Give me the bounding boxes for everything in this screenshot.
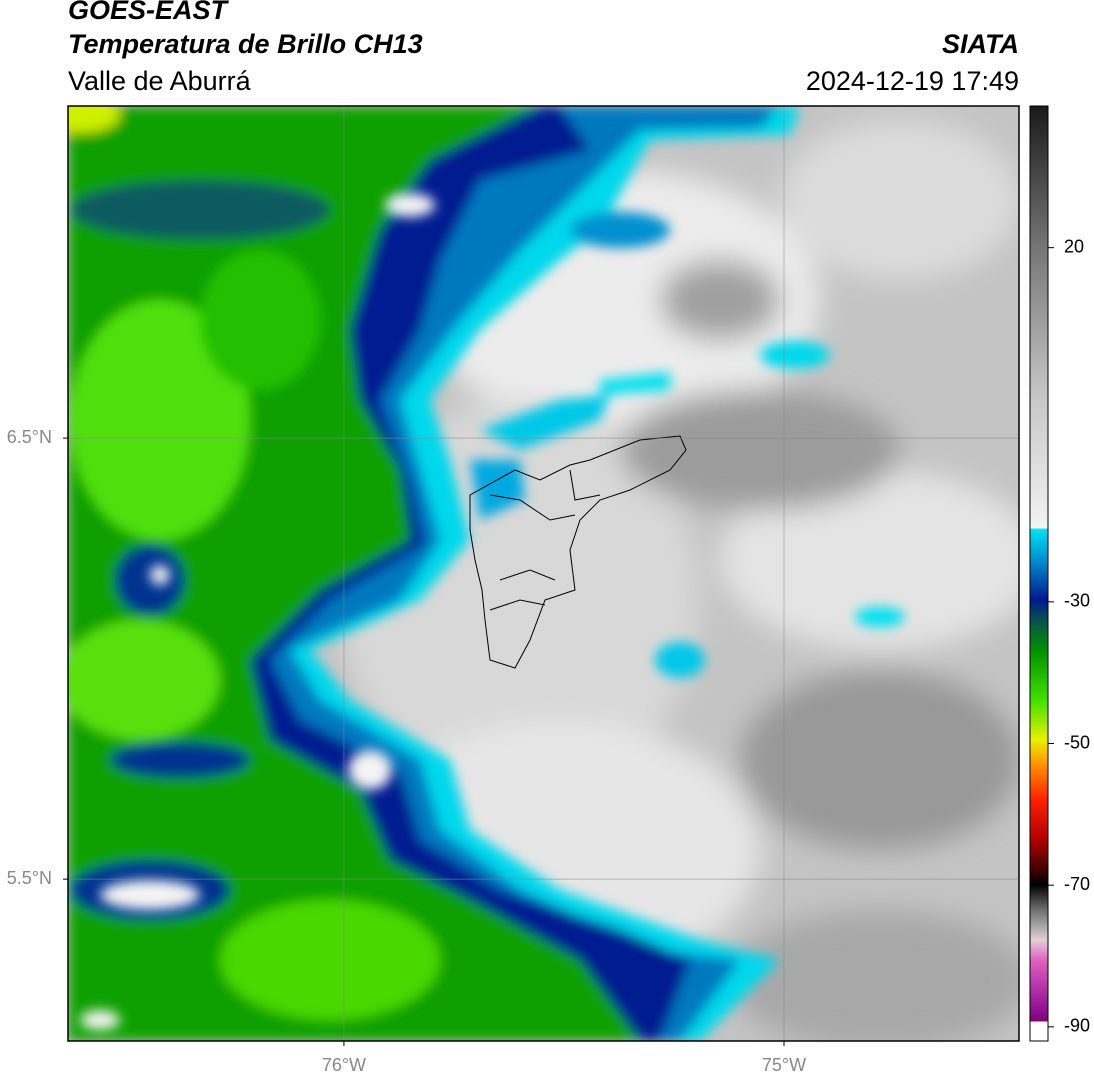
y-tick-label: 6.5°N bbox=[7, 427, 52, 447]
x-tick-label: 75°W bbox=[762, 1055, 806, 1075]
satellite-image bbox=[68, 106, 1019, 1041]
municipal-boundaries bbox=[469, 435, 687, 669]
colorbar-tick-label: -90 bbox=[1064, 1016, 1090, 1036]
colorbar bbox=[1029, 105, 1049, 1042]
x-tick-label: 76°W bbox=[322, 1055, 366, 1075]
y-tick-label: 5.5°N bbox=[7, 868, 52, 888]
colorbar-tick-label: 20 bbox=[1064, 236, 1084, 256]
colorbar-tick-label: -50 bbox=[1064, 732, 1090, 752]
source: SIATA bbox=[942, 29, 1019, 59]
title: GOES-EAST bbox=[68, 0, 230, 25]
colorbar-tick-label: -70 bbox=[1064, 874, 1090, 894]
colorbar-tick-label: -30 bbox=[1064, 591, 1090, 611]
map-frame bbox=[67, 105, 1020, 1042]
region: Valle de Aburrá bbox=[68, 66, 252, 96]
datetime: 2024-12-19 17:49 bbox=[806, 66, 1019, 96]
grid bbox=[68, 106, 1019, 1041]
subtitle: Temperatura de Brillo CH13 bbox=[68, 29, 423, 59]
